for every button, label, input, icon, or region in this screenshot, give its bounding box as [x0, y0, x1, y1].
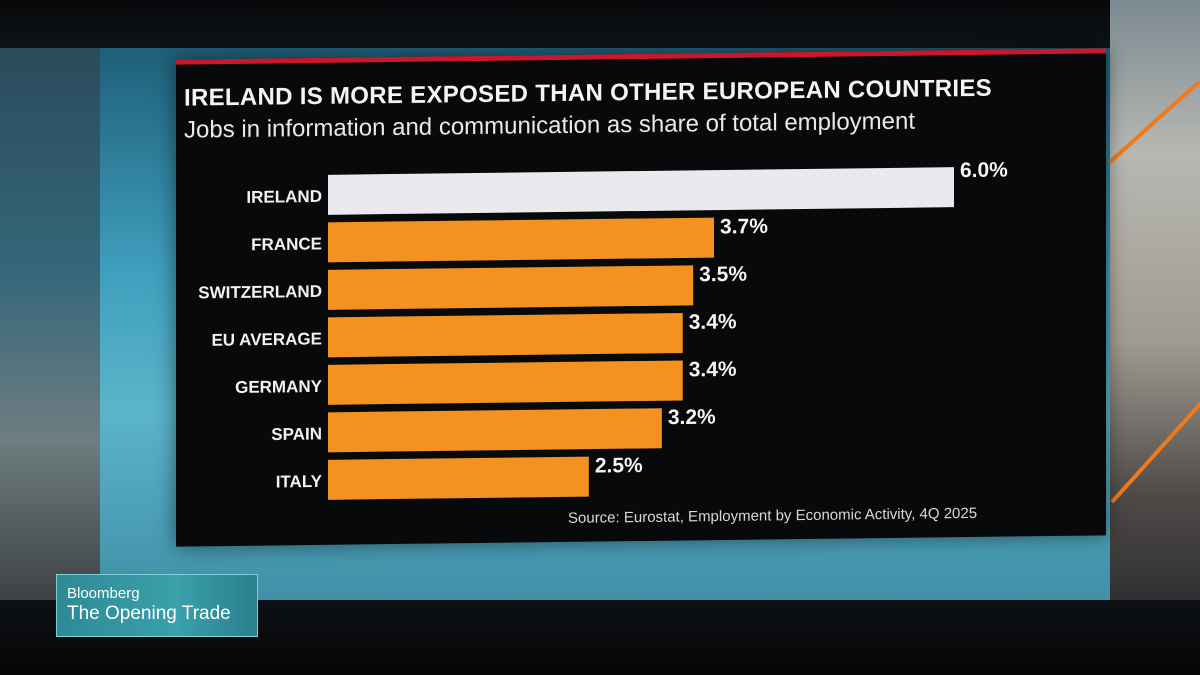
category-label: IRELAND	[246, 187, 322, 207]
left-city-panel	[0, 48, 100, 608]
category-label: GERMANY	[235, 377, 323, 397]
right-city-panel	[1110, 0, 1200, 620]
value-label: 3.5%	[699, 263, 747, 287]
category-label: SWITZERLAND	[198, 282, 322, 303]
bar	[328, 456, 589, 500]
value-label: 3.4%	[689, 310, 737, 334]
category-label: FRANCE	[251, 234, 322, 254]
value-label: 3.4%	[689, 358, 737, 382]
category-label: EU AVERAGE	[211, 329, 322, 349]
bar	[328, 167, 954, 215]
category-label: SPAIN	[271, 424, 322, 444]
value-label: 2.5%	[595, 454, 643, 478]
bar	[328, 360, 683, 405]
bar	[328, 408, 662, 453]
show-title: The Opening Trade	[67, 603, 231, 624]
chart-card: IRELAND IS MORE EXPOSED THAN OTHER EUROP…	[176, 48, 1106, 547]
value-label: 3.7%	[720, 215, 768, 239]
bar	[328, 265, 694, 310]
brand-name: Bloomberg	[67, 585, 140, 602]
value-label: 3.2%	[668, 406, 716, 430]
value-label: 6.0%	[960, 159, 1008, 183]
lower-third-brand: Bloomberg The Opening Trade	[56, 574, 258, 637]
bar	[328, 312, 683, 358]
category-label: ITALY	[276, 472, 323, 492]
bar	[328, 217, 715, 263]
bar-chart: IRELAND 6.0% FRANCE 3.7% SWITZERLAND 3.5% EU A…	[198, 159, 1008, 500]
